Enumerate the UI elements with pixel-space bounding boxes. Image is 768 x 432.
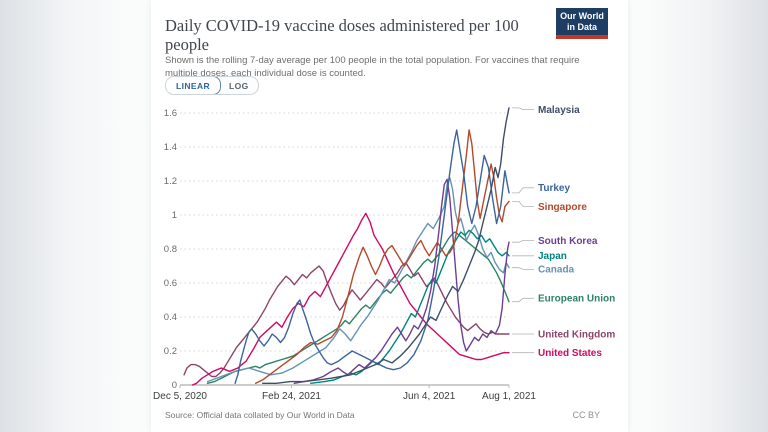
y-tick-label: 0.4 — [164, 312, 177, 323]
series-line-malaysia[interactable] — [261, 107, 510, 384]
chart-subtitle: Shown is the rolling 7-day average per 1… — [165, 54, 580, 79]
y-tick-label: 0.8 — [164, 244, 177, 255]
label-leader-line — [512, 240, 534, 243]
label-leader-line — [512, 297, 534, 303]
series-line-european-union[interactable] — [206, 231, 510, 384]
y-tick-label: 1 — [172, 210, 177, 221]
linear-scale-button[interactable]: LINEAR — [165, 77, 222, 94]
series-label-south-korea[interactable]: South Korea — [538, 236, 598, 247]
y-tick-label: 0.6 — [164, 278, 177, 289]
page-title: Daily COVID-19 vaccine doses administere… — [165, 16, 519, 55]
label-leader-line — [512, 187, 534, 194]
label-leader-line — [512, 107, 534, 110]
series-line-south-korea[interactable] — [293, 178, 510, 384]
label-leader-line — [512, 201, 534, 207]
series-label-singapore[interactable]: Singapore — [538, 202, 587, 213]
series-label-european-union[interactable]: European Union — [538, 294, 615, 305]
label-leader-line — [512, 267, 534, 270]
x-tick-label: Aug 1, 2021 — [482, 391, 536, 402]
series-label-united-kingdom[interactable]: United Kingdom — [538, 329, 615, 340]
series-line-turkey[interactable] — [234, 129, 510, 384]
y-tick-label: 1.2 — [164, 176, 177, 187]
owid-logo-line1: Our World — [560, 11, 604, 21]
owid-logo-line2: in Data — [566, 22, 597, 33]
y-tick-label: 1.4 — [164, 142, 177, 153]
x-tick-label: Jun 4, 2021 — [403, 391, 456, 402]
scale-toggle: LINEAR LOG — [165, 76, 259, 95]
series-label-canada[interactable]: Canada — [538, 265, 575, 276]
source-note: Source: Official data collated by Our Wo… — [165, 410, 355, 420]
y-tick-label: 0 — [172, 380, 177, 391]
chart-svg: 0 0.2 0.4 0.6 0.8 1 1.2 1.4 1.6 Dec 5, 2020 Feb 24… — [153, 105, 615, 402]
x-tick-label: Dec 5, 2020 — [153, 391, 207, 402]
license-badge[interactable]: CC BY — [572, 410, 600, 420]
owid-logo[interactable]: Our World in Data — [556, 8, 608, 39]
series-line-singapore[interactable] — [255, 129, 510, 384]
series-label-japan[interactable]: Japan — [538, 251, 567, 262]
chart-card: Daily COVID-19 vaccine doses administere… — [151, 0, 628, 432]
series-line-canada[interactable] — [206, 176, 510, 383]
series-line-united-states[interactable] — [191, 212, 510, 386]
series-label-turkey[interactable]: Turkey — [538, 183, 570, 194]
series-label-malaysia[interactable]: Malaysia — [538, 105, 580, 116]
series-line-united-kingdom[interactable] — [183, 261, 510, 378]
y-tick-label: 0.2 — [164, 346, 177, 357]
x-tick-label: Feb 24, 2021 — [262, 391, 321, 402]
log-scale-button[interactable]: LOG — [229, 80, 249, 91]
y-tick-label: 1.6 — [164, 108, 177, 119]
chart-area: 0 0.2 0.4 0.6 0.8 1 1.2 1.4 1.6 Dec 5, 2020 Feb 24… — [151, 95, 628, 407]
series-label-united-states[interactable]: United States — [538, 348, 602, 359]
